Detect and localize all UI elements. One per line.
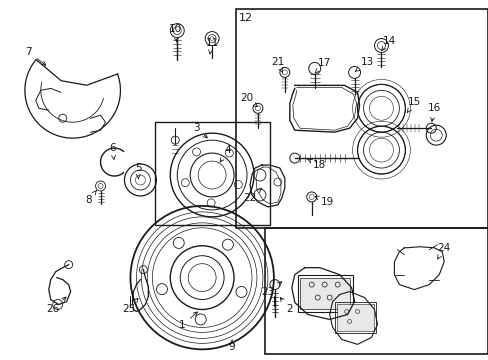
Bar bbox=[297, 275, 352, 312]
Text: 25: 25 bbox=[122, 298, 138, 315]
Text: 13: 13 bbox=[355, 58, 373, 71]
Text: 26: 26 bbox=[46, 297, 66, 315]
Text: 8: 8 bbox=[85, 190, 96, 205]
Bar bbox=[236, 9, 487, 228]
Text: 10: 10 bbox=[168, 24, 182, 42]
Bar bbox=[336, 303, 374, 332]
Text: 19: 19 bbox=[314, 196, 334, 207]
Text: 12: 12 bbox=[239, 13, 253, 23]
Text: 22: 22 bbox=[243, 188, 261, 203]
Bar bbox=[264, 228, 487, 354]
Text: 11: 11 bbox=[205, 37, 218, 54]
Bar bbox=[299, 278, 349, 310]
Text: 5: 5 bbox=[135, 163, 142, 179]
Text: 23: 23 bbox=[261, 282, 281, 297]
Text: 1: 1 bbox=[179, 312, 197, 330]
Text: 18: 18 bbox=[307, 159, 325, 170]
Text: 21: 21 bbox=[271, 58, 284, 73]
Text: 17: 17 bbox=[314, 58, 331, 73]
Text: 4: 4 bbox=[220, 145, 231, 162]
Text: 20: 20 bbox=[240, 93, 257, 107]
Text: 7: 7 bbox=[25, 48, 46, 65]
Text: 9: 9 bbox=[228, 339, 235, 352]
Text: 15: 15 bbox=[407, 97, 420, 112]
Bar bbox=[334, 302, 376, 333]
Text: 2: 2 bbox=[280, 297, 292, 315]
Text: 3: 3 bbox=[192, 123, 207, 138]
Text: 14: 14 bbox=[381, 36, 395, 51]
Bar bbox=[155, 122, 269, 225]
Text: 6: 6 bbox=[109, 143, 116, 159]
Text: 24: 24 bbox=[437, 243, 450, 259]
Text: 16: 16 bbox=[427, 103, 440, 122]
